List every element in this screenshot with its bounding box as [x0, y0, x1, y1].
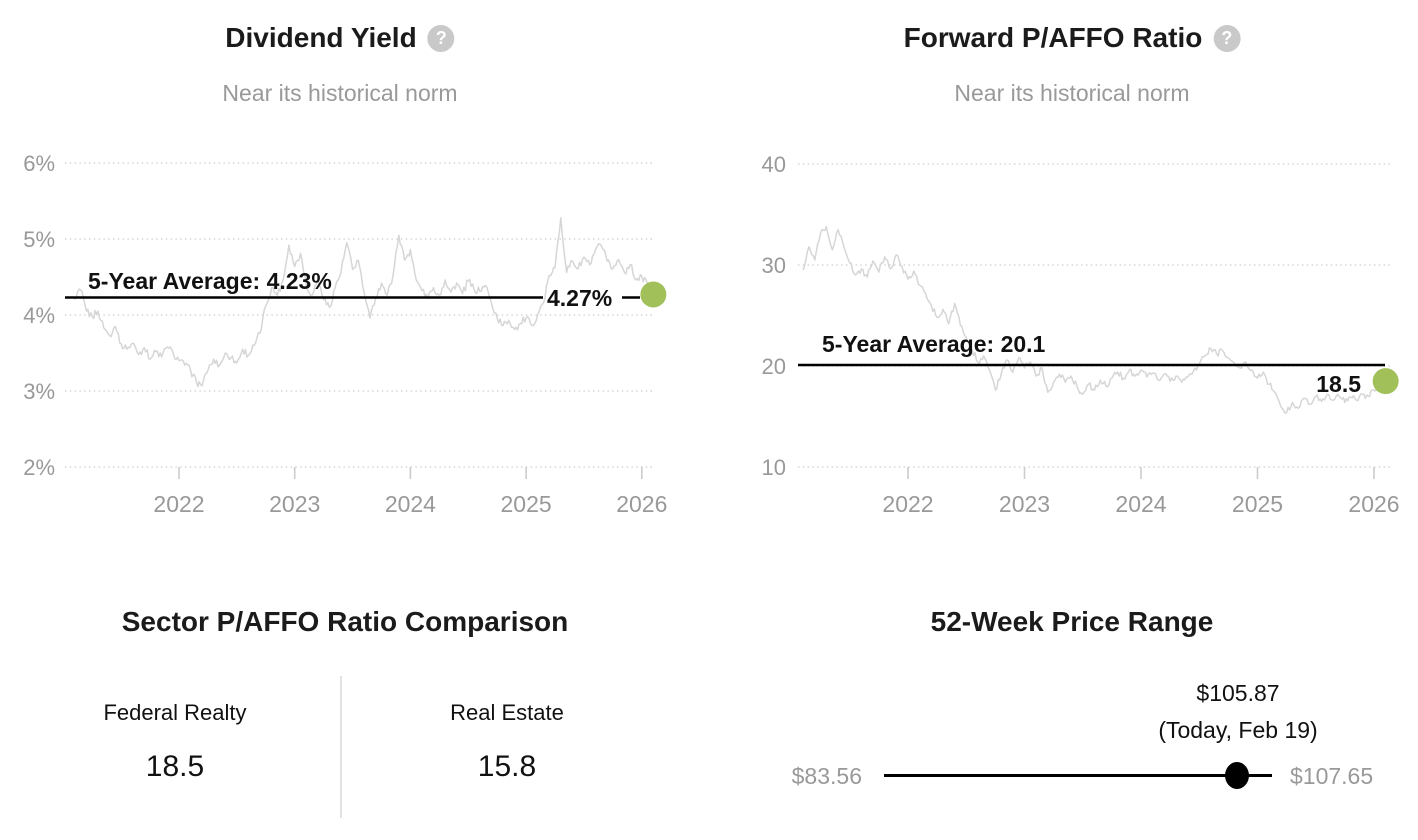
x-axis-tick-label: 2023: [269, 491, 320, 517]
help-icon[interactable]: ?: [1213, 24, 1241, 52]
sector-name: Real Estate: [450, 700, 564, 725]
company-name: Federal Realty: [103, 700, 247, 725]
y-axis-tick-label: 30: [762, 253, 786, 278]
x-axis-tick-label: 2025: [501, 491, 552, 517]
average-label: 5-Year Average: 4.23%: [88, 268, 332, 294]
company-paffo-value: 18.5: [145, 750, 205, 783]
x-axis-tick-label: 2023: [999, 491, 1050, 517]
current-date-label: (Today, Feb 19): [1158, 717, 1318, 743]
sector-comparison-column-label: Real Estate: [372, 700, 642, 726]
current-value-label: 18.5: [1316, 371, 1361, 397]
price-range-title: 52-Week Price Range: [930, 606, 1214, 637]
average-label: 5-Year Average: 20.1: [822, 331, 1046, 357]
help-icon[interactable]: ?: [427, 24, 455, 52]
history-series-line: [802, 225, 1387, 415]
current-value-dot: [640, 281, 667, 308]
y-axis-tick-label: 4%: [23, 303, 55, 328]
y-axis-tick-label: 5%: [23, 227, 55, 252]
x-axis-tick-label: 2026: [616, 491, 667, 517]
dividend-yield-chart: 6% 5% 4% 3% 2% 2022 2023 2024 2025 2026 5-Year Ave…: [23, 151, 667, 517]
x-axis-tick-label: 2025: [1232, 491, 1283, 517]
price-range-track: [884, 774, 1272, 777]
y-axis-tick-label: 40: [762, 152, 786, 177]
x-axis-tick-label: 2022: [153, 491, 204, 517]
sector-comparison-title: Sector P/AFFO Ratio Comparison: [121, 606, 569, 637]
y-axis-tick-label: 10: [762, 455, 786, 480]
current-price-marker: [1225, 762, 1249, 789]
range-high-label: $107.65: [1290, 763, 1374, 789]
x-axis-tick-label: 2022: [882, 491, 933, 517]
y-axis-tick-label: 20: [762, 354, 786, 379]
y-axis-tick-label: 3%: [23, 379, 55, 404]
forward-paffo-chart: 40 30 20 10 2022 2023 2024 2025 2026 5-Year Avera…: [762, 152, 1400, 517]
column-divider: [340, 676, 342, 818]
x-axis-tick-label: 2024: [1115, 491, 1166, 517]
y-axis-tick-label: 2%: [23, 455, 55, 480]
forward-paffo-subtitle: Near its historical norm: [954, 80, 1190, 106]
history-series-line: [74, 216, 655, 388]
x-axis-tick-label: 2026: [1348, 491, 1399, 517]
sector-paffo-value: 15.8: [477, 750, 537, 783]
y-axis-tick-label: 6%: [23, 151, 55, 176]
dividend-yield-header: Dividend Yield ?: [225, 22, 455, 54]
current-price-label: $105.87: [1196, 680, 1280, 706]
current-value-dot: [1372, 368, 1399, 395]
forward-paffo-header: Forward P/AFFO Ratio ?: [904, 22, 1241, 54]
current-value-label: 4.27%: [547, 285, 612, 311]
range-low-label: $83.56: [791, 763, 862, 789]
forward-paffo-title: Forward P/AFFO Ratio: [903, 22, 1203, 53]
sector-comparison-column-label: Federal Realty: [40, 700, 310, 726]
x-axis-tick-label: 2024: [385, 491, 436, 517]
dividend-yield-subtitle: Near its historical norm: [222, 80, 458, 106]
dividend-yield-title: Dividend Yield: [225, 22, 417, 53]
